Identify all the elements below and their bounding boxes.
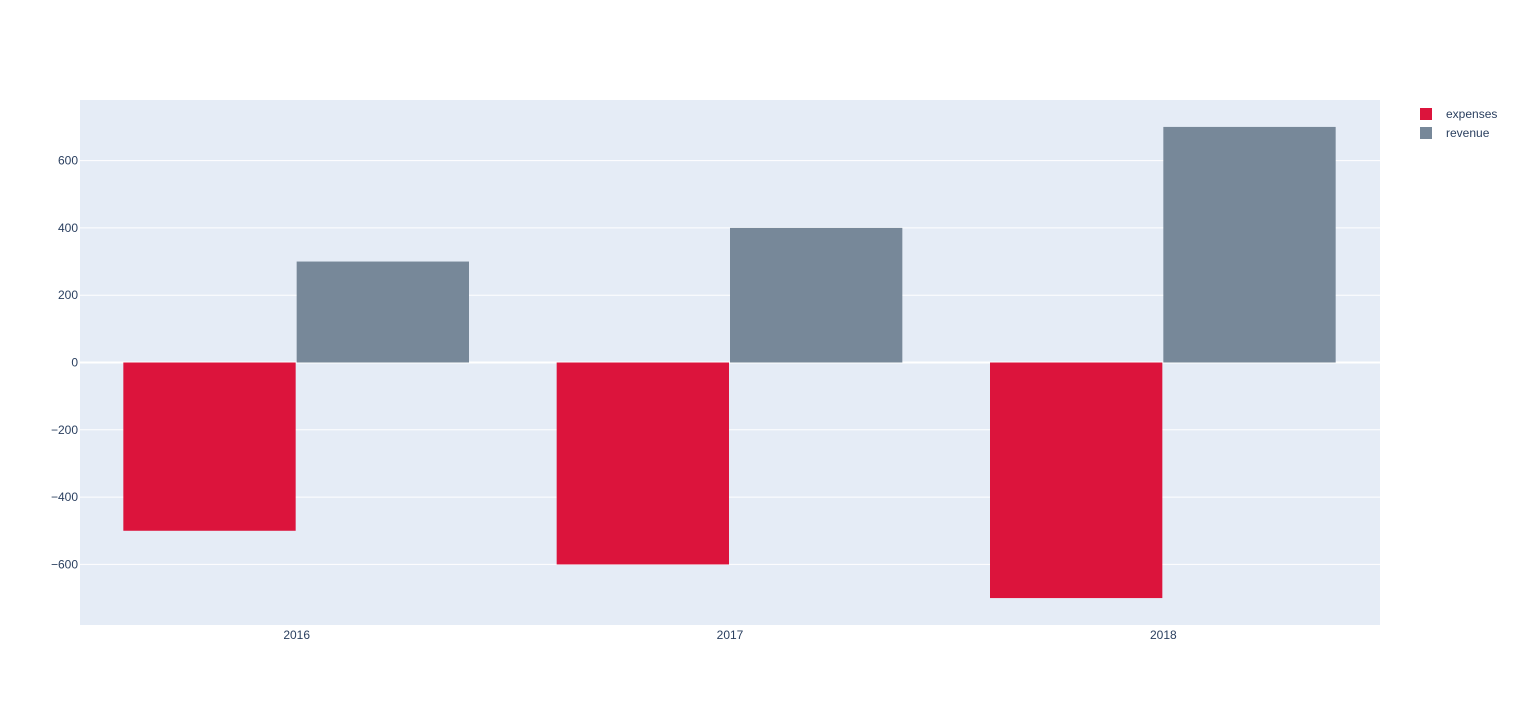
bar-revenue-2016[interactable] [296,261,469,363]
legend-item-expenses[interactable]: expenses [1420,107,1497,121]
x-axis: 2016 2017 2018 [283,628,1177,642]
y-tick-label: −400 [51,490,78,504]
bar-revenue-2017[interactable] [730,227,903,363]
legend-label: revenue [1446,126,1490,140]
x-tick-label: 2016 [283,628,310,642]
bar-expenses-2018[interactable] [990,362,1163,599]
y-axis: −600 −400 −200 0 200 400 600 [51,154,78,572]
y-tick-label: 200 [58,288,78,302]
legend-swatch [1420,127,1432,139]
x-tick-label: 2017 [717,628,744,642]
bar-revenue-2018[interactable] [1163,126,1336,363]
y-tick-label: 400 [58,221,78,235]
y-tick-label: 600 [58,154,78,168]
x-tick-label: 2018 [1150,628,1177,642]
y-tick-label: 0 [71,356,78,370]
bar-expenses-2016[interactable] [123,362,296,531]
legend-item-revenue[interactable]: revenue [1420,126,1490,140]
bar-expenses-2017[interactable] [556,362,729,565]
legend-label: expenses [1446,107,1497,121]
y-tick-label: −600 [51,557,78,571]
y-tick-label: −200 [51,423,78,437]
legend[interactable]: expenses revenue [1420,107,1497,140]
legend-swatch [1420,108,1432,120]
bars [123,126,1336,599]
